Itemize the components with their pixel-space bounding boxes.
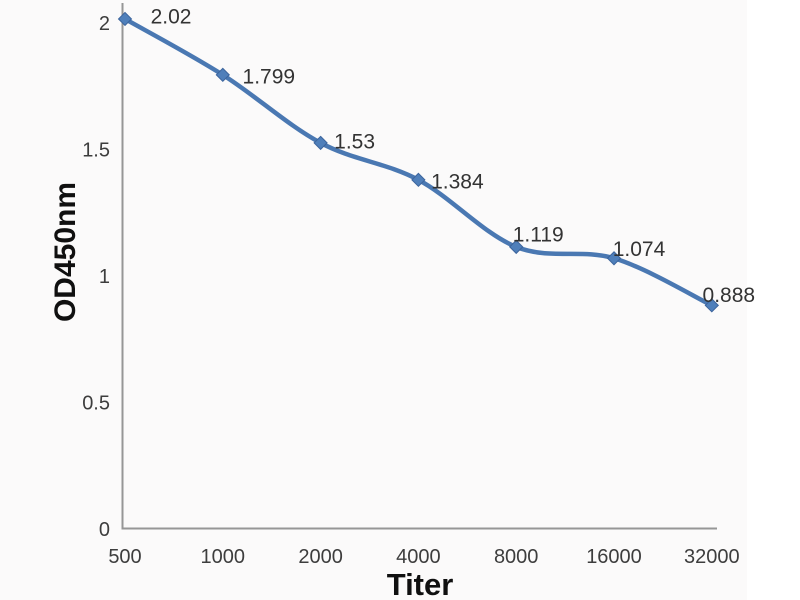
data-point-label: 2.02 xyxy=(151,5,192,28)
data-point-label: 1.384 xyxy=(431,170,484,193)
data-point-marker xyxy=(411,172,426,188)
data-point-marker xyxy=(606,251,622,266)
data-point-marker xyxy=(117,11,133,27)
data-series-line xyxy=(122,16,715,308)
y-tick-label: 1.5 xyxy=(82,140,110,162)
x-tick-label: 1000 xyxy=(201,546,246,568)
y-tick-label: 1 xyxy=(99,266,110,288)
data-point-label: 1.119 xyxy=(513,223,564,246)
data-point-marker xyxy=(215,67,231,83)
x-tick-label: 16000 xyxy=(586,546,642,568)
data-point-label: 1.074 xyxy=(613,238,666,261)
y-tick-label: 0 xyxy=(99,519,110,541)
y-tick-label: 0.5 xyxy=(82,393,110,415)
x-tick-label: 8000 xyxy=(494,546,539,568)
x-tick-label: 2000 xyxy=(298,546,343,568)
y-tick-label: 2 xyxy=(99,13,110,35)
data-point-label: 1.53 xyxy=(334,130,375,153)
data-point-label: 1.799 xyxy=(243,65,296,88)
x-axis-title: Titer xyxy=(386,567,454,600)
chart-image-background xyxy=(0,0,747,600)
x-tick-label: 500 xyxy=(108,546,141,568)
data-point-label: 0.888 xyxy=(703,284,756,307)
data-point-marker xyxy=(313,135,328,151)
y-axis-title: OD450nm xyxy=(49,181,82,323)
x-tick-label: 4000 xyxy=(396,546,441,568)
data-point-marker xyxy=(508,239,524,255)
x-tick-label: 32000 xyxy=(684,546,740,568)
data-point-marker xyxy=(704,298,720,313)
